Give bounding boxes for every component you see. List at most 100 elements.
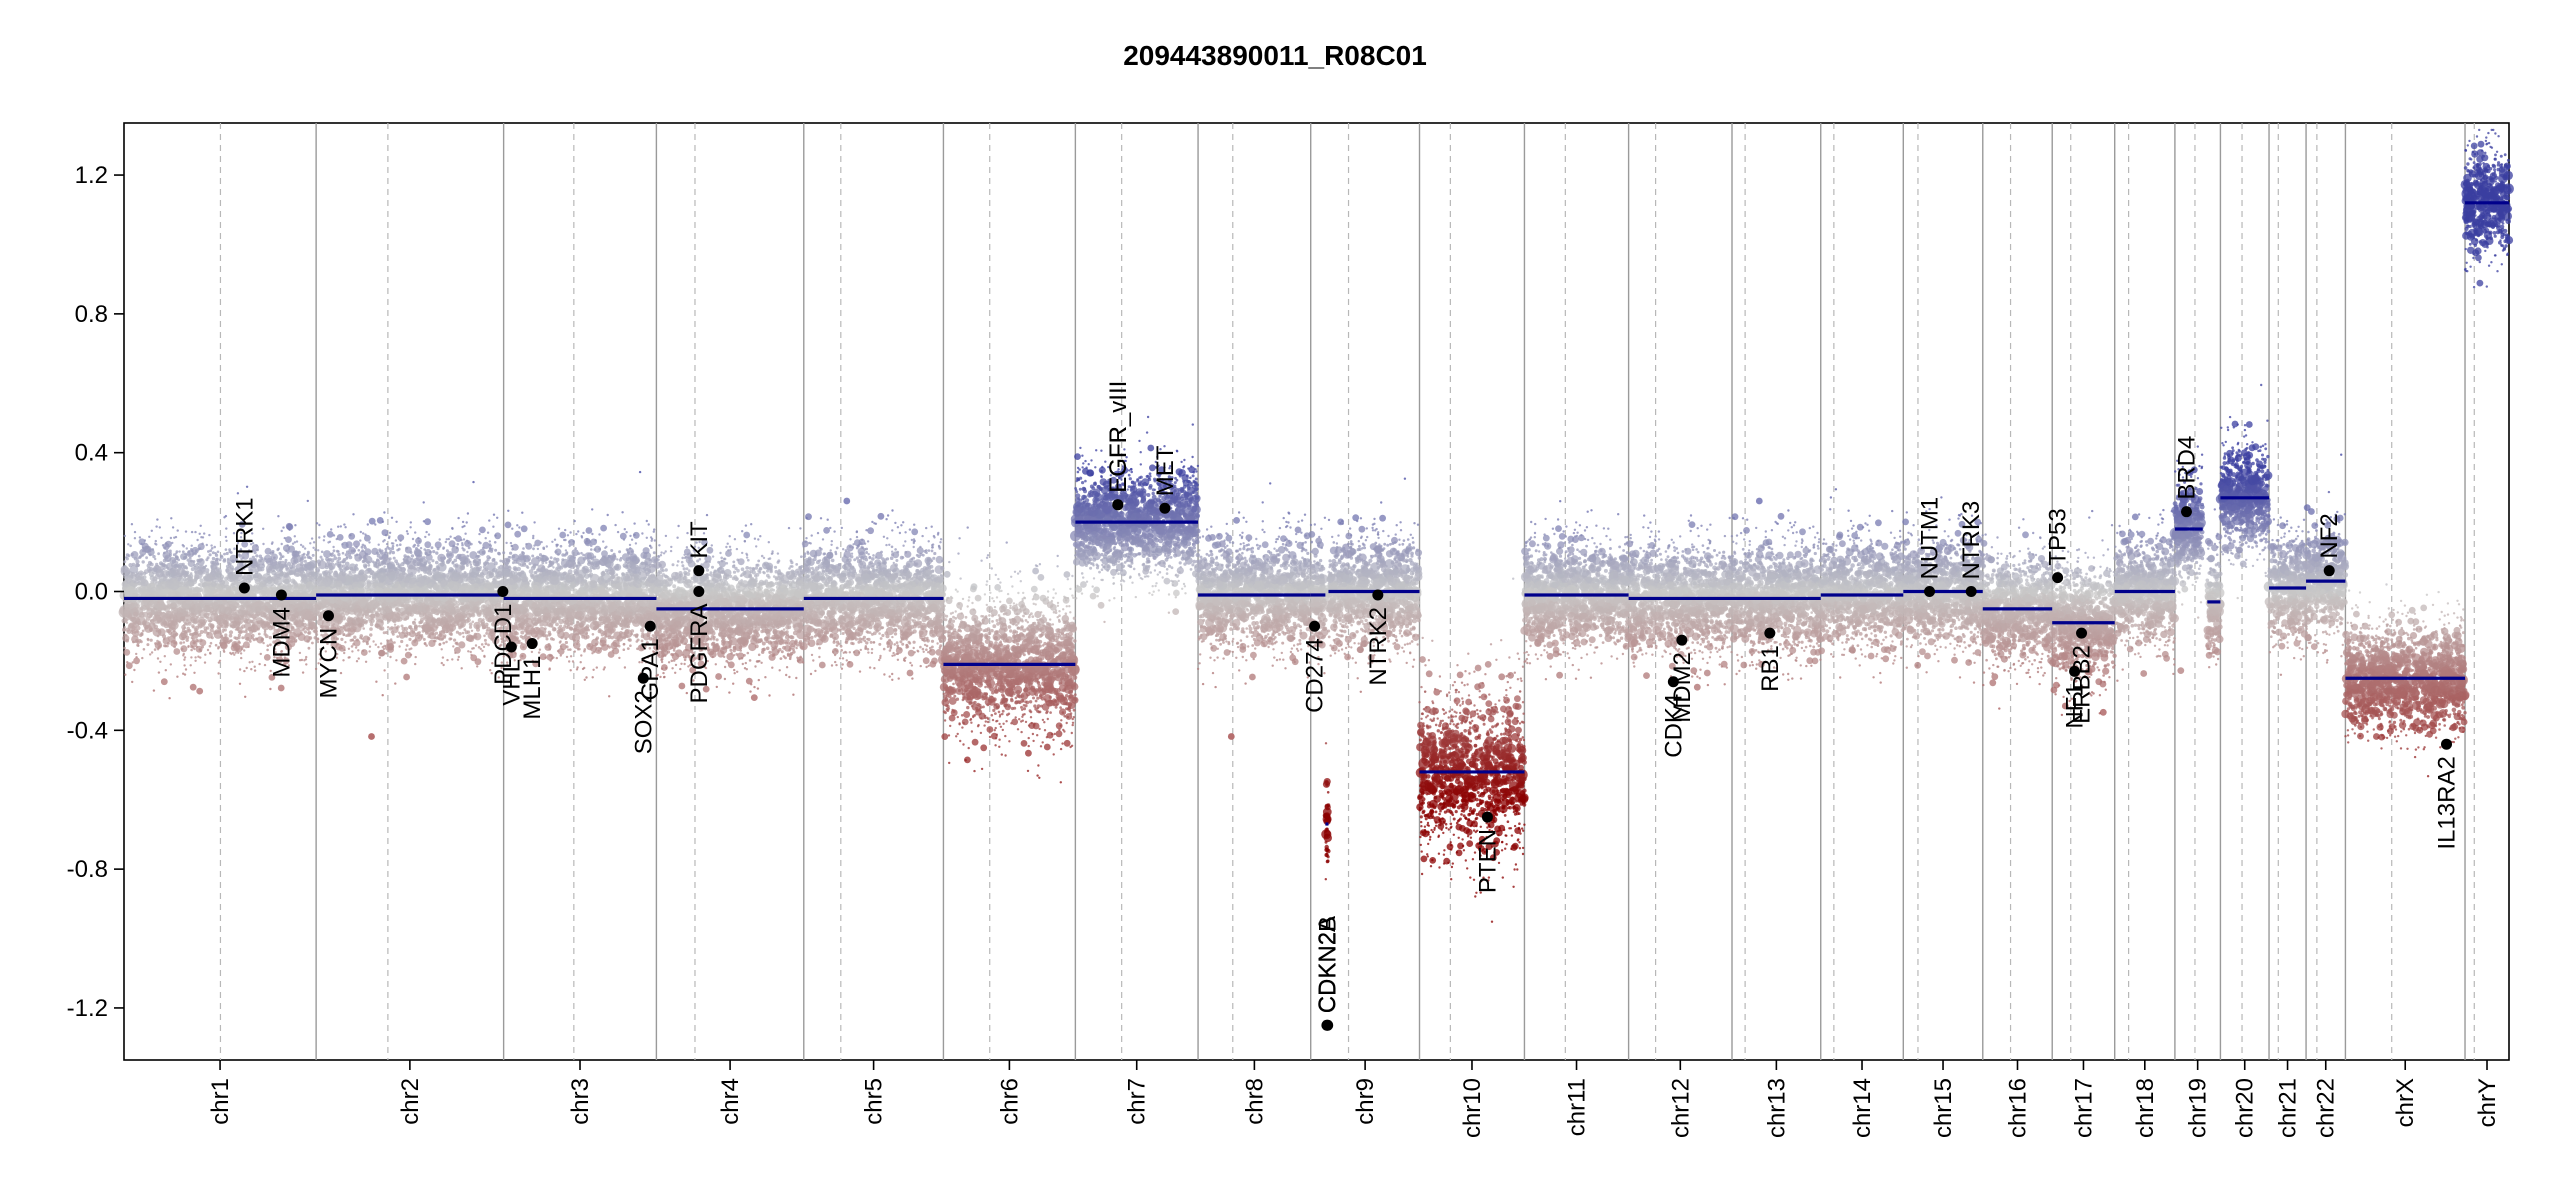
probe-point — [125, 634, 128, 637]
probe-point — [243, 649, 245, 651]
probe-point — [294, 535, 296, 537]
probe-point — [169, 550, 172, 553]
probe-point — [377, 603, 380, 606]
probe-point — [221, 615, 224, 618]
probe-point — [212, 602, 219, 609]
probe-point — [418, 631, 421, 634]
probe-point — [173, 648, 180, 655]
probe-point — [459, 591, 462, 594]
probe-point — [212, 557, 215, 560]
probe-point — [235, 652, 237, 654]
probe-point — [193, 672, 195, 674]
probe-point — [264, 558, 266, 560]
probe-point — [240, 657, 242, 659]
probe-point — [147, 583, 157, 593]
probe-points — [119, 129, 2514, 923]
probe-point — [361, 546, 364, 549]
probe-point — [360, 581, 366, 587]
probe-point — [182, 563, 185, 566]
probe-point — [131, 523, 133, 525]
probe-point — [183, 641, 185, 643]
probe-point — [414, 627, 418, 631]
probe-point — [193, 580, 197, 584]
probe-point — [249, 661, 251, 663]
probe-point — [470, 651, 472, 653]
probe-point — [408, 638, 411, 641]
probe-point — [153, 689, 155, 691]
probe-point — [192, 617, 195, 620]
probe-point — [306, 562, 315, 571]
probe-point — [462, 611, 465, 614]
probe-point — [349, 556, 353, 560]
probe-point — [383, 631, 386, 634]
probe-point — [486, 575, 491, 580]
probe-point — [431, 546, 434, 549]
probe-point — [468, 546, 471, 549]
probe-point — [255, 606, 261, 612]
probe-point — [478, 533, 480, 535]
probe-point — [285, 564, 288, 567]
probe-point — [386, 607, 390, 611]
probe-point — [311, 642, 314, 645]
probe-point — [225, 527, 227, 529]
probe-point — [199, 566, 203, 570]
probe-point — [241, 648, 244, 651]
probe-point — [146, 605, 149, 608]
probe-point — [175, 561, 179, 565]
probe-point — [494, 549, 497, 552]
probe-point — [419, 558, 427, 566]
probe-point — [394, 604, 396, 606]
probe-point — [463, 538, 465, 540]
probe-point — [143, 619, 147, 623]
probe-point — [140, 633, 143, 636]
probe-point — [478, 646, 481, 649]
probe-point — [475, 585, 479, 589]
probe-point — [300, 544, 302, 546]
probe-point — [450, 638, 453, 641]
probe-point — [186, 619, 189, 622]
probe-point — [256, 583, 263, 590]
probe-point — [317, 549, 319, 551]
probe-point — [182, 550, 185, 553]
probe-point — [485, 623, 489, 627]
probe-point — [194, 656, 196, 658]
probe-point — [458, 641, 465, 648]
probe-point — [351, 645, 354, 648]
probe-point — [389, 656, 391, 658]
probe-point — [380, 557, 383, 560]
probe-point — [423, 568, 427, 572]
probe-point — [401, 587, 403, 589]
probe-point — [446, 659, 448, 661]
probe-point — [337, 553, 340, 556]
probe-point — [210, 544, 212, 546]
probe-point — [276, 548, 279, 551]
probe-point — [281, 530, 283, 532]
probe-point — [467, 542, 469, 544]
probe-point — [264, 629, 266, 631]
probe-point — [163, 608, 166, 611]
probe-point — [361, 549, 364, 552]
probe-point — [121, 567, 131, 577]
probe-point — [403, 674, 410, 681]
probe-point — [365, 578, 368, 581]
probe-point — [201, 623, 204, 626]
probe-point — [190, 572, 193, 575]
probe-point — [369, 633, 372, 636]
probe-point — [425, 531, 427, 533]
probe-point — [246, 605, 252, 611]
probe-point — [381, 608, 384, 611]
probe-point — [451, 528, 453, 530]
probe-point — [379, 657, 381, 659]
probe-point — [323, 580, 328, 585]
probe-point — [232, 652, 234, 654]
probe-point — [142, 560, 145, 563]
probe-point — [442, 656, 444, 658]
probe-point — [171, 602, 176, 607]
probe-point — [312, 554, 315, 557]
probe-point — [195, 630, 199, 634]
probe-point — [387, 619, 391, 623]
probe-point — [304, 560, 307, 563]
probe-point — [498, 566, 501, 569]
probe-point — [131, 553, 134, 556]
probe-point — [315, 574, 318, 577]
